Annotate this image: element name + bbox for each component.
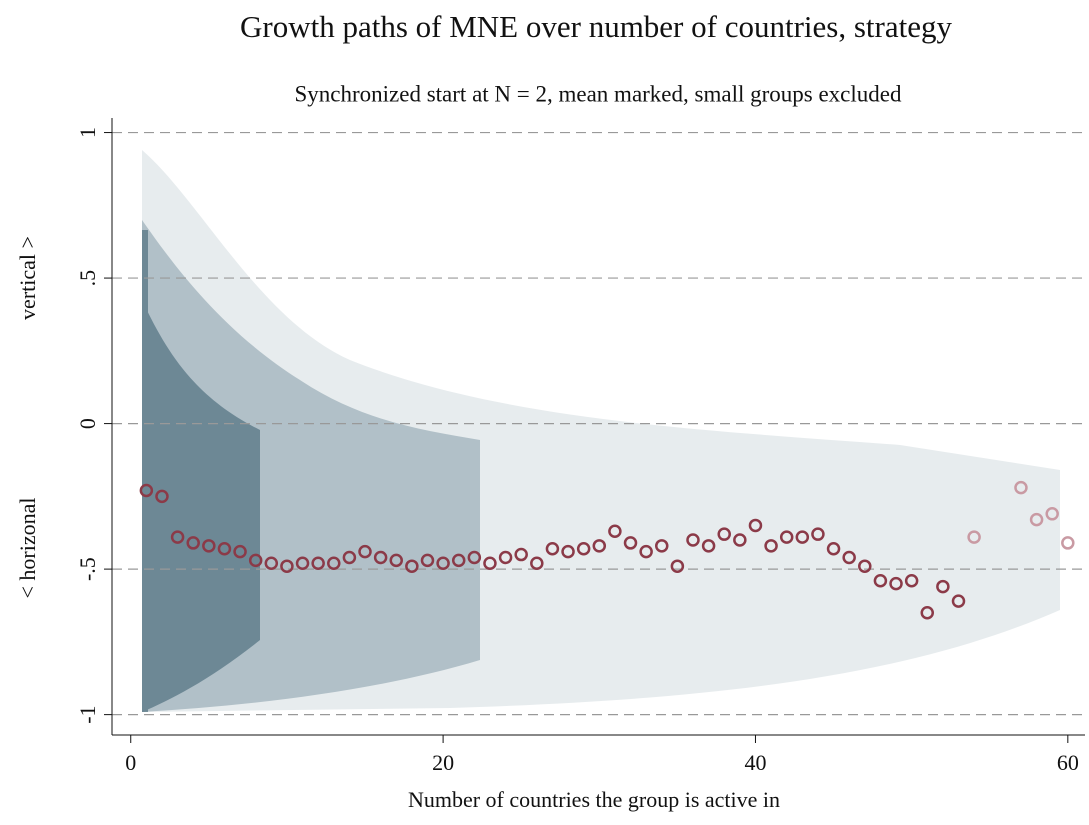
y-tick-label: .5 xyxy=(75,270,100,287)
mean-point xyxy=(655,539,669,553)
mean-point xyxy=(217,541,232,556)
mean-point xyxy=(170,530,185,544)
mean-point xyxy=(701,539,716,553)
mean-point xyxy=(467,550,482,565)
mean-point xyxy=(327,556,341,571)
mean-point xyxy=(639,544,653,559)
mean-point xyxy=(1014,480,1028,495)
chart-title: Growth paths of MNE over number of count… xyxy=(240,9,952,44)
mean-point xyxy=(904,574,919,588)
mean-point xyxy=(748,518,763,533)
mean-point xyxy=(733,533,747,547)
mean-point xyxy=(795,530,810,544)
mean-point xyxy=(936,579,950,594)
mean-point xyxy=(686,533,700,547)
mean-point xyxy=(1029,512,1044,527)
mean-point xyxy=(436,556,450,571)
mean-point xyxy=(139,483,154,498)
y-tick-label: 1 xyxy=(75,127,100,138)
mean-point xyxy=(514,547,528,562)
mean-point xyxy=(264,556,279,571)
mean-point xyxy=(1061,536,1075,550)
mean-point xyxy=(389,553,403,568)
mean-point xyxy=(498,550,513,565)
mean-point xyxy=(373,550,388,565)
mean-point xyxy=(873,574,888,588)
mean-point xyxy=(483,556,497,571)
mean-point xyxy=(779,530,794,544)
mean-point xyxy=(1045,507,1059,521)
mean-point xyxy=(233,544,247,559)
mean-point xyxy=(405,559,419,573)
mean-point xyxy=(717,527,731,541)
x-tick-label: 0 xyxy=(125,750,136,775)
x-axis-label: Number of countries the group is active … xyxy=(408,787,780,812)
mean-point xyxy=(889,576,903,591)
mean-point xyxy=(186,536,200,550)
mean-point xyxy=(967,530,981,544)
mean-point xyxy=(826,541,841,556)
y-tick-label: -.5 xyxy=(75,557,100,581)
mean-point xyxy=(202,539,216,553)
path-texture xyxy=(142,150,1060,712)
mean-point xyxy=(951,594,966,608)
mean-point xyxy=(420,553,435,568)
mean-point xyxy=(530,556,544,571)
y-tick-label: -1 xyxy=(75,705,100,723)
mean-point xyxy=(764,539,778,553)
mean-point xyxy=(811,527,825,541)
y-axis-label-top: vertical > xyxy=(15,236,40,320)
y-axis-label-bottom: < horizonal xyxy=(15,498,40,599)
x-tick-label: 60 xyxy=(1057,750,1079,775)
mean-point xyxy=(576,541,591,556)
mean-point xyxy=(842,550,856,565)
mean-point xyxy=(295,556,310,571)
mean-point xyxy=(608,524,622,539)
mean-point xyxy=(561,544,575,559)
x-tick-label: 20 xyxy=(432,750,454,775)
x-tick-label: 40 xyxy=(744,750,766,775)
mean-point xyxy=(155,489,169,504)
mean-point xyxy=(592,539,607,553)
mean-point xyxy=(342,550,357,565)
mean-point xyxy=(358,544,372,559)
mean-point xyxy=(623,536,638,550)
mean-point xyxy=(858,559,872,573)
mean-point xyxy=(670,559,685,573)
mean-point xyxy=(545,541,560,556)
chart-subtitle: Synchronized start at N = 2, mean marked… xyxy=(295,81,902,106)
mean-point xyxy=(311,556,325,571)
mean-point xyxy=(248,553,263,568)
mean-point xyxy=(451,553,466,568)
mean-point xyxy=(920,606,935,620)
mean-point xyxy=(280,559,294,573)
y-tick-label: 0 xyxy=(75,418,100,429)
